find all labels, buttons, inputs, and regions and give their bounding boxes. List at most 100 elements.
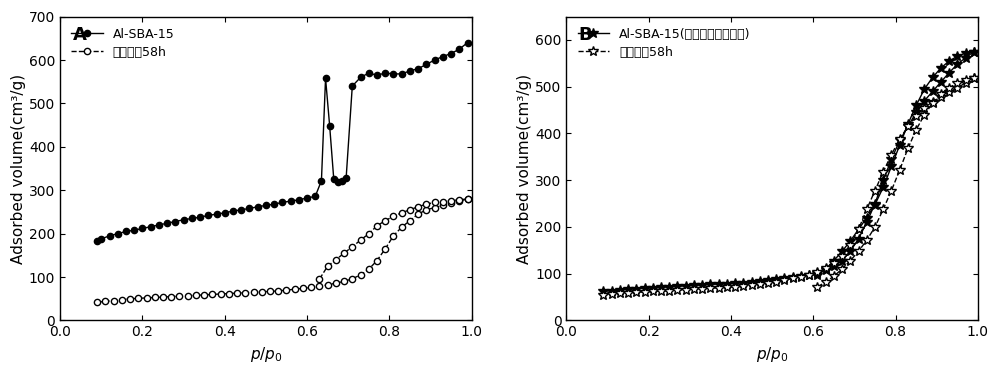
Al-SBA-15 <box>276 200 288 205</box>
Al-SBA-15(加氟碳表面活性剂) <box>968 50 980 54</box>
Al-SBA-15(加氟碳表面活性剂) <box>811 270 823 275</box>
水热处理58h <box>647 289 659 294</box>
水热处理58h <box>910 114 922 118</box>
Al-SBA-15 <box>104 234 116 238</box>
Al-SBA-15 <box>112 231 124 236</box>
Al-SBA-15 <box>128 228 140 232</box>
水热处理58h <box>639 290 651 294</box>
Al-SBA-15 <box>363 71 375 75</box>
水热处理58h <box>462 196 474 201</box>
水热处理58h <box>704 286 716 291</box>
水热处理58h <box>198 292 210 297</box>
水热处理58h <box>853 227 865 232</box>
水热处理58h <box>836 254 848 258</box>
水热处理58h <box>918 105 930 110</box>
水热处理58h <box>256 290 268 294</box>
Al-SBA-15 <box>153 223 165 227</box>
Line: Al-SBA-15(加氟碳表面活性剂): Al-SBA-15(加氟碳表面活性剂) <box>599 47 979 296</box>
水热处理58h <box>305 285 317 290</box>
Al-SBA-15(加氟碳表面活性剂) <box>671 284 683 289</box>
Al-SBA-15 <box>243 206 255 211</box>
Y-axis label: Adsorbed volume(cm³/g): Adsorbed volume(cm³/g) <box>517 74 532 264</box>
Al-SBA-15 <box>437 54 449 59</box>
水热处理58h <box>264 289 276 294</box>
水热处理58h <box>696 286 708 291</box>
水热处理58h <box>346 276 358 281</box>
Al-SBA-15 <box>91 239 103 244</box>
Al-SBA-15(加氟碳表面活性剂) <box>894 138 906 143</box>
Al-SBA-15 <box>429 58 441 62</box>
水热处理58h <box>746 283 758 287</box>
Al-SBA-15 <box>445 51 457 56</box>
水热处理58h <box>894 137 906 141</box>
Line: 水热处理58h: 水热处理58h <box>94 196 471 305</box>
水热处理58h <box>157 295 169 299</box>
Al-SBA-15(加氟碳表面活性剂) <box>902 124 914 129</box>
水热处理58h <box>453 199 465 203</box>
Al-SBA-15 <box>285 199 297 203</box>
水热处理58h <box>968 76 980 81</box>
水热处理58h <box>927 99 939 104</box>
水热处理58h <box>795 274 807 279</box>
水热处理58h <box>206 292 218 297</box>
Al-SBA-15(加氟碳表面活性剂) <box>704 282 716 287</box>
水热处理58h <box>437 203 449 208</box>
水热处理58h <box>630 290 642 295</box>
水热处理58h <box>272 289 284 293</box>
Al-SBA-15(加氟碳表面活性剂) <box>844 249 856 254</box>
水热处理58h <box>943 90 955 94</box>
水热处理58h <box>811 270 823 274</box>
Al-SBA-15 <box>387 72 399 76</box>
Al-SBA-15 <box>371 73 383 78</box>
水热处理58h <box>737 284 749 288</box>
Al-SBA-15(加氟碳表面活性剂) <box>754 279 766 284</box>
Al-SBA-15 <box>252 204 264 209</box>
Al-SBA-15 <box>420 62 432 67</box>
Al-SBA-15(加氟碳表面活性剂) <box>696 283 708 287</box>
Legend: Al-SBA-15(加氟碳表面活性剂), 水热处理58h: Al-SBA-15(加氟碳表面活性剂), 水热处理58h <box>573 23 755 64</box>
Line: Al-SBA-15: Al-SBA-15 <box>94 39 471 245</box>
Text: A: A <box>72 26 86 44</box>
Al-SBA-15(加氟碳表面活性剂) <box>910 110 922 115</box>
水热处理58h <box>396 225 408 230</box>
Al-SBA-15 <box>404 69 416 73</box>
Al-SBA-15(加氟碳表面活性剂) <box>828 264 840 268</box>
Al-SBA-15(加氟碳表面活性剂) <box>655 285 667 290</box>
Al-SBA-15(加氟碳表面活性剂) <box>729 281 741 285</box>
水热处理58h <box>844 243 856 247</box>
Al-SBA-15 <box>95 237 107 241</box>
水热处理58h <box>371 258 383 263</box>
X-axis label: $p/p_0$: $p/p_0$ <box>250 345 282 364</box>
Al-SBA-15 <box>293 198 305 202</box>
水热处理58h <box>877 170 889 174</box>
水热处理58h <box>671 288 683 292</box>
水热处理58h <box>404 218 416 223</box>
水热处理58h <box>861 207 873 212</box>
Al-SBA-15 <box>462 40 474 45</box>
水热处理58h <box>355 273 367 277</box>
水热处理58h <box>182 294 194 298</box>
Al-SBA-15(加氟碳表面活性剂) <box>877 178 889 183</box>
Al-SBA-15(加氟碳表面活性剂) <box>803 272 815 277</box>
水热处理58h <box>149 295 161 300</box>
Al-SBA-15(加氟碳表面活性剂) <box>861 220 873 225</box>
水热处理58h <box>108 298 120 303</box>
Al-SBA-15(加氟碳表面活性剂) <box>943 70 955 75</box>
水热处理58h <box>116 297 128 302</box>
Al-SBA-15 <box>340 176 352 180</box>
水热处理58h <box>412 212 424 216</box>
Al-SBA-15 <box>202 213 214 217</box>
水热处理58h <box>297 286 309 291</box>
水热处理58h <box>248 290 260 294</box>
水热处理58h <box>729 285 741 289</box>
Al-SBA-15 <box>346 84 358 88</box>
Al-SBA-15(加氟碳表面活性剂) <box>762 278 774 282</box>
Al-SBA-15(加氟碳表面活性剂) <box>836 258 848 263</box>
Al-SBA-15 <box>219 211 231 215</box>
水热处理58h <box>165 294 177 299</box>
水热处理58h <box>762 281 774 285</box>
Al-SBA-15 <box>178 217 190 222</box>
水热处理58h <box>379 247 391 251</box>
水热处理58h <box>420 207 432 212</box>
水热处理58h <box>778 278 790 282</box>
